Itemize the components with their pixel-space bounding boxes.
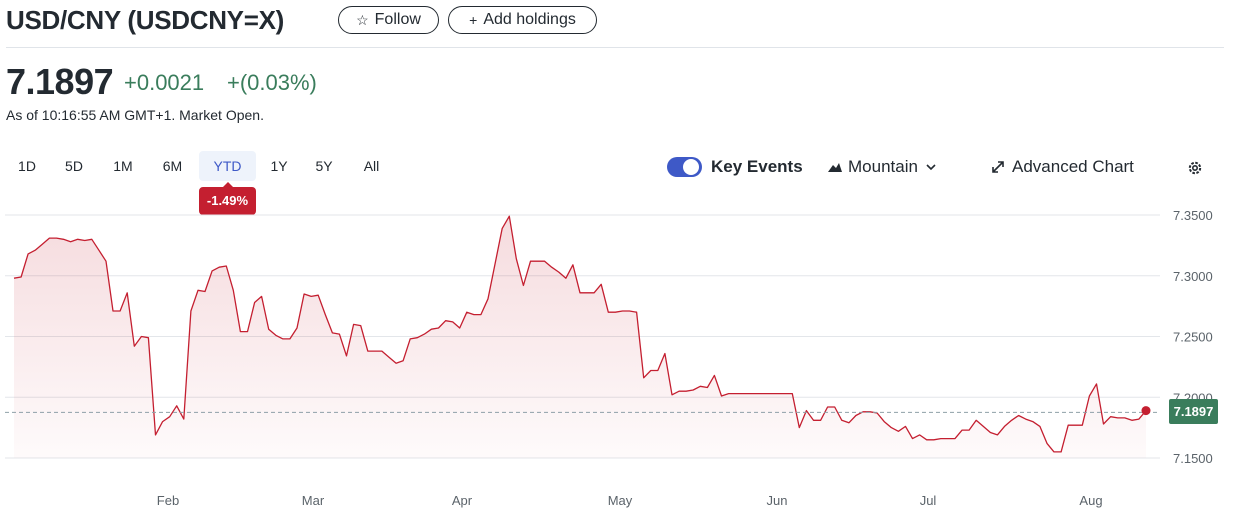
x-tick-label: Apr: [452, 493, 473, 508]
star-icon: ☆: [356, 11, 369, 28]
chart-type-dropdown[interactable]: Mountain: [828, 156, 936, 178]
key-events-label[interactable]: Key Events: [711, 157, 803, 176]
x-tick-label: Mar: [302, 493, 325, 508]
range-1m-button[interactable]: 1M: [113, 158, 133, 174]
range-all-button[interactable]: All: [363, 158, 380, 174]
x-tick-label: Jun: [767, 493, 788, 508]
range-5y-button[interactable]: 5Y: [315, 158, 333, 174]
area-fill: [14, 216, 1146, 458]
expand-icon: [992, 161, 1004, 173]
ytd-change-badge: -1.49%: [199, 182, 256, 215]
y-tick-label: 7.2500: [1173, 330, 1213, 345]
advanced-chart-button[interactable]: Advanced Chart: [991, 156, 1134, 178]
range-6m-button[interactable]: 6M: [162, 158, 183, 174]
range-5d-button[interactable]: 5D: [65, 158, 83, 174]
x-tick-label: Aug: [1079, 493, 1102, 508]
add-holdings-label: Add holdings: [483, 11, 576, 28]
last-point-marker: [1141, 406, 1151, 416]
range-ytd-button[interactable]: YTD: [199, 151, 256, 181]
price-change-percent: +(0.03%): [227, 70, 317, 95]
range-1d-button[interactable]: 1D: [18, 158, 36, 174]
current-price: 7.1897: [6, 61, 114, 102]
series-line: [13, 215, 1147, 453]
page-title: USD/CNY (USDCNY=X): [6, 5, 284, 35]
chart-type-label: Mountain: [848, 157, 918, 176]
plus-icon: +: [469, 12, 478, 28]
y-tick-label: 7.3500: [1173, 208, 1213, 223]
header-divider: [6, 47, 1224, 48]
y-tick-label: 7.3000: [1173, 269, 1213, 284]
range-1y-button[interactable]: 1Y: [270, 158, 288, 174]
gear-icon[interactable]: [1186, 159, 1204, 177]
mountain-icon: [828, 163, 842, 172]
chevron-down-icon: [926, 164, 936, 171]
last-price-badge: 7.1897: [1169, 399, 1218, 424]
x-tick-label: Feb: [157, 493, 179, 508]
key-events-toggle-knob: [683, 159, 699, 175]
y-tick-label: 7.1500: [1173, 451, 1213, 466]
add-holdings-button[interactable]: + Add holdings: [448, 6, 597, 34]
follow-button[interactable]: ☆ Follow: [338, 6, 439, 34]
price-change: +0.0021: [124, 70, 205, 95]
quote-timestamp: As of 10:16:55 AM GMT+1. Market Open.: [6, 107, 264, 123]
advanced-chart-label: Advanced Chart: [1012, 157, 1134, 176]
follow-label: Follow: [374, 11, 421, 28]
x-tick-label: Jul: [920, 493, 937, 508]
x-tick-label: May: [608, 493, 633, 508]
